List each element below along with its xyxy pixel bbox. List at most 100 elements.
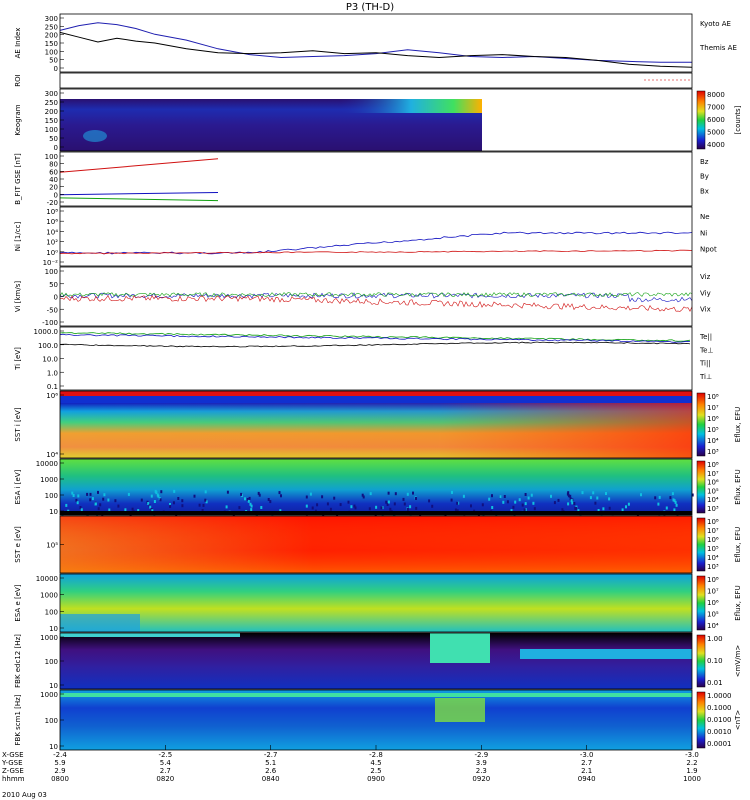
panel-frame (59, 266, 693, 327)
esa-i-pixel (567, 494, 570, 498)
colorbar-tick-label: 1.0000 (707, 692, 732, 700)
esa-i-pixel (159, 498, 162, 502)
esa-i-pixel (157, 494, 160, 498)
esa-i-pixel (94, 502, 97, 506)
colorbar-tick-label: 10⁶ (707, 479, 719, 487)
esa-i-pixel (309, 492, 312, 496)
esa-i-pixel (240, 492, 243, 496)
y-axis-label: Ti [eV] (14, 347, 22, 371)
esa-i-pixel (581, 491, 584, 495)
y-tick-label: 100 (45, 658, 58, 666)
panel-frame (59, 573, 693, 633)
esa-i-pixel (402, 497, 405, 501)
esa-i-pixel (386, 503, 389, 506)
legend-themis-ae: Themis AE (699, 44, 737, 52)
colorbar-tick-label: 10⁴ (707, 496, 719, 504)
series-viz (59, 294, 693, 312)
esa-i-pixel (362, 495, 365, 499)
esa-i-pixel (333, 496, 336, 500)
esa-i-pixel (369, 492, 372, 496)
esa-i-pixel (409, 505, 412, 509)
esa-i-pixel (569, 497, 572, 501)
esa-i-pixel (691, 493, 694, 497)
esa-i-pixel (155, 491, 158, 495)
esa-i-pixel (326, 502, 329, 506)
esa-i-pixel (149, 505, 152, 509)
colorbar-tick-label: 10⁴ (707, 554, 719, 562)
x-tick-zgse: 1.9 (686, 767, 697, 775)
y-tick-label: 10⁴ (46, 228, 58, 236)
y-tick-label: 10.0 (42, 356, 58, 364)
esa-i-pixel (269, 500, 272, 504)
esa-i-pixel (147, 502, 150, 505)
esa-i-pixel (625, 505, 627, 509)
y-tick-label: 250 (45, 99, 58, 107)
roi-dot (664, 79, 666, 81)
esa-i-pixel (393, 502, 396, 506)
colorbar-label: Eflux, EFU (734, 469, 742, 504)
x-tick-xgse: -2.5 (158, 751, 172, 759)
y-axis-label: ROI (14, 74, 22, 86)
esa-i-pixel (521, 503, 524, 507)
esa-i-pixel (456, 509, 459, 513)
roi-dot (660, 79, 662, 81)
y-axis-label: FBK scm1 [Hz] (14, 694, 22, 745)
colorbar-tick-label: 1.00 (707, 635, 723, 643)
x-tick-xgse: -2.8 (369, 751, 383, 759)
x-tick-hhmm: 0800 (51, 775, 69, 783)
esa-i-pixel (140, 498, 143, 502)
y-axis-label: Vi [km/s] (14, 281, 22, 312)
roi-dot (676, 79, 678, 81)
esa-i-pixel (621, 508, 624, 512)
esa-i-pixel (76, 501, 79, 505)
x-tick-zgse: 2.3 (476, 767, 487, 775)
colorbar-sst_i (696, 392, 706, 457)
x-tick-zgse: 2.6 (265, 767, 277, 775)
esa-i-spectrogram (60, 459, 692, 515)
esa-i-pixel (65, 503, 68, 507)
esa-i-pixel (153, 500, 156, 503)
esa-i-pixel (247, 499, 250, 503)
panel-frame (59, 206, 693, 267)
esa-i-pixel (86, 492, 89, 496)
esa-i-pixel (550, 494, 552, 498)
esa-i-pixel (375, 505, 378, 509)
x-tick-hhmm: 0840 (262, 775, 280, 783)
x-tick-hhmm: 0820 (156, 775, 174, 783)
esa-i-pixel (246, 498, 249, 501)
series-te-par (59, 341, 691, 348)
esa-i-pixel (389, 507, 392, 511)
esa-i-pixel (260, 506, 263, 509)
esa-i-pixel (428, 499, 431, 503)
esa-i-pixel (321, 495, 324, 499)
y-tick-label: 300 (45, 90, 58, 98)
y-tick-label: 0.1 (47, 383, 58, 391)
colorbar-tick-label: 10⁴ (707, 622, 719, 630)
esa-i-pixel (527, 496, 530, 500)
colorbar-label: Eflux, EFU (734, 407, 742, 442)
esa-i-pixel (594, 501, 597, 505)
esa-i-pixel (674, 500, 677, 504)
colorbar-tick-label: 10⁵ (707, 487, 719, 495)
series-viy (59, 292, 693, 297)
legend-kyoto-ae: Kyoto AE (700, 20, 731, 28)
legend-ni: Ni (700, 229, 707, 237)
fbk-e-spectrogram (60, 633, 692, 689)
x-row-label-hhmm: hhmm (2, 775, 25, 783)
esa-i-pixel (131, 507, 134, 511)
esa-i-pixel (354, 506, 357, 510)
esa-i-pixel (675, 503, 678, 507)
esa-i-pixel (456, 501, 459, 505)
y-tick-label: 150 (45, 40, 58, 48)
colorbar-label: <nT> (734, 710, 742, 731)
y-tick-label: 1000 (40, 476, 58, 484)
x-tick-ygse: 2.7 (581, 759, 592, 767)
y-axis-label: Ni [1/cc] (14, 222, 22, 252)
x-tick-ygse: 5.4 (160, 759, 172, 767)
y-tick-label: 10⁰ (46, 249, 58, 257)
colorbar-fbk_e (696, 634, 706, 688)
